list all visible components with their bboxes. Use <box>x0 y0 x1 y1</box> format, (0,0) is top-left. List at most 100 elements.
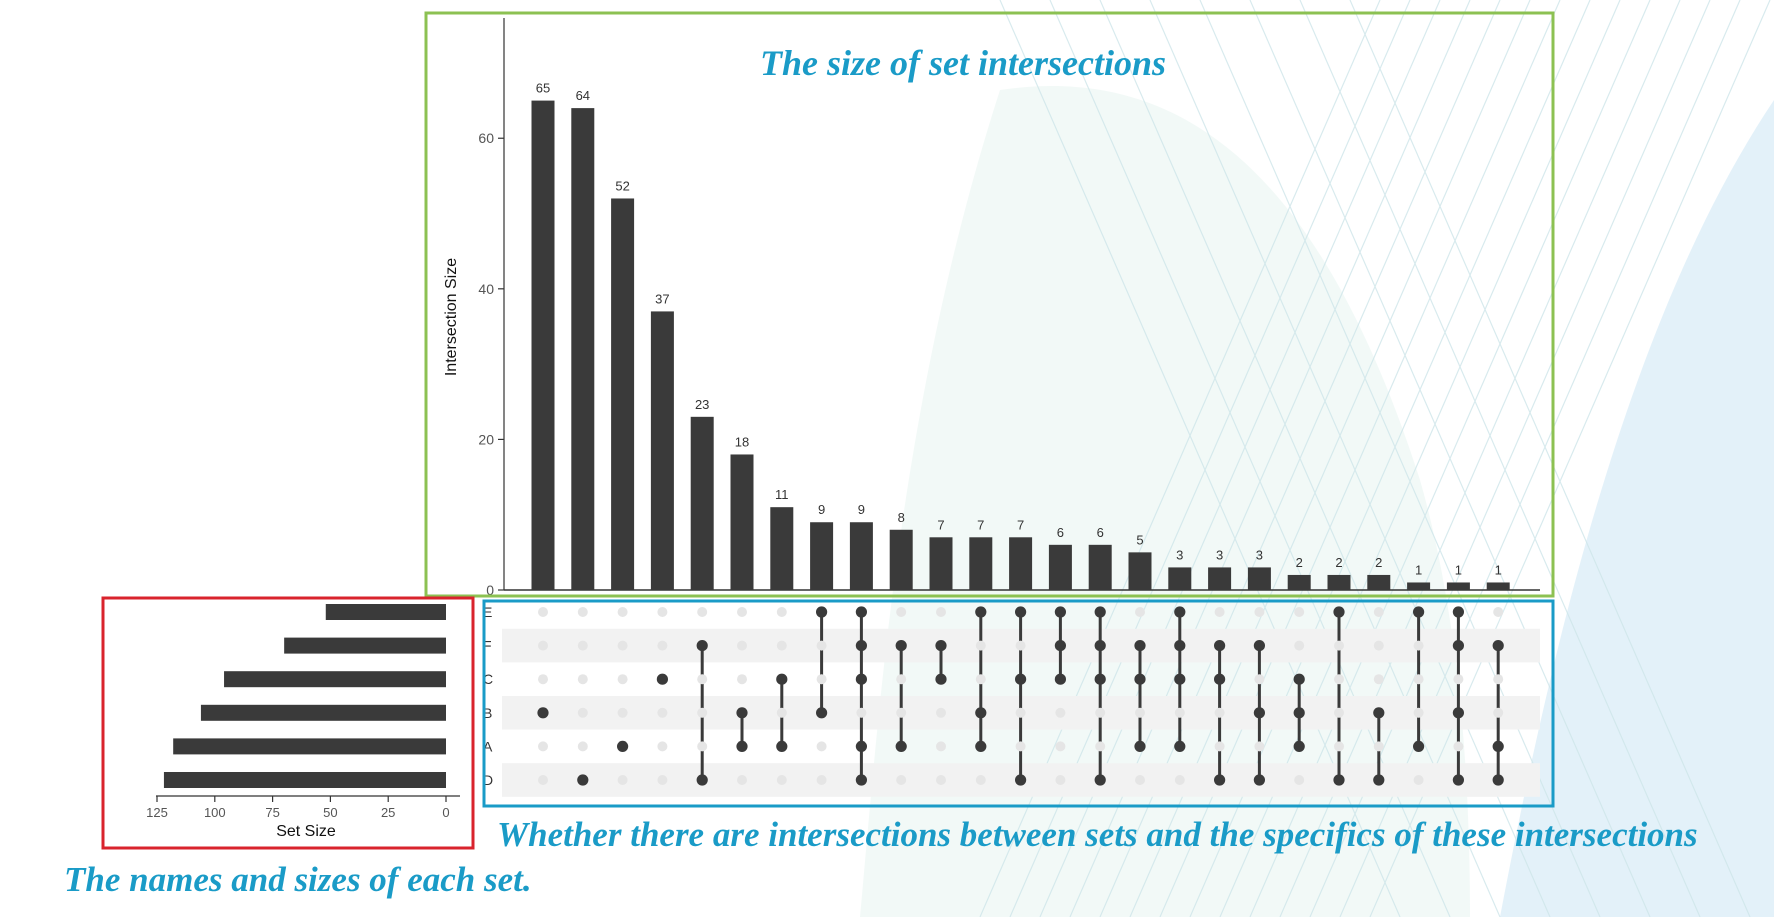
set-name-label: E <box>483 604 492 620</box>
annotation-intersection-size: The size of set intersections <box>760 43 1166 83</box>
set-size-tick-label: 0 <box>442 805 449 820</box>
intersection-bars <box>531 100 1510 591</box>
intersection-bar <box>1128 552 1152 590</box>
intersection-bar <box>1446 582 1470 590</box>
matrix-dot-active <box>855 673 868 685</box>
matrix-dot-inactive <box>896 707 907 718</box>
matrix-dot-active <box>855 740 868 753</box>
matrix-dot-active <box>1054 640 1066 652</box>
intersection-bar-value: 3 <box>1216 547 1223 562</box>
matrix-dot-active <box>935 673 947 685</box>
matrix-dot-active <box>1214 673 1226 685</box>
matrix-dot-active <box>1134 640 1146 652</box>
matrix-dot-inactive <box>1334 674 1344 685</box>
matrix-dot-active <box>855 774 868 786</box>
matrix-dot-inactive <box>538 640 548 651</box>
matrix-dot-active <box>1293 707 1305 719</box>
matrix-dot-inactive <box>1373 640 1384 651</box>
matrix-dot-inactive <box>1214 607 1225 617</box>
matrix-dot-inactive <box>1294 607 1305 617</box>
matrix-dot-inactive <box>816 674 827 685</box>
intersection-bar-value: 7 <box>1017 517 1024 532</box>
intersection-bar <box>1247 567 1271 590</box>
matrix-dot-active <box>1094 640 1106 652</box>
matrix-dot-active <box>816 707 828 719</box>
intersection-bar <box>611 198 635 590</box>
matrix-dot-inactive <box>737 674 747 685</box>
intersection-matrix <box>537 606 1504 786</box>
intersection-bar-value: 23 <box>695 397 709 412</box>
matrix-dot-active <box>1413 740 1425 753</box>
matrix-dot-active <box>1452 707 1464 719</box>
matrix-dot-inactive <box>577 674 588 685</box>
intersection-bar <box>1486 582 1510 590</box>
matrix-dot-inactive <box>1294 775 1305 785</box>
intersection-size-highlight-box <box>424 11 1555 598</box>
set-size-tick-label: 100 <box>204 805 226 820</box>
y-tick-label: 60 <box>478 130 494 146</box>
matrix-dot-inactive <box>1135 607 1145 617</box>
intersection-bar <box>1287 574 1311 590</box>
y-tick-label: 0 <box>486 582 494 598</box>
matrix-dot-active <box>855 606 868 618</box>
matrix-dot-inactive <box>896 607 907 617</box>
matrix-dot-active <box>1054 606 1066 618</box>
matrix-dot-inactive <box>816 741 827 752</box>
matrix-dot-inactive <box>657 775 668 785</box>
intersection-bar-value: 8 <box>898 510 905 525</box>
matrix-dot-inactive <box>1254 741 1265 752</box>
matrix-dot-inactive <box>1055 741 1066 752</box>
matrix-dot-inactive <box>975 640 986 651</box>
matrix-dot-active <box>855 640 868 652</box>
matrix-dot-inactive <box>1214 707 1225 718</box>
matrix-dot-active <box>1094 774 1106 786</box>
matrix-dot-inactive <box>816 775 827 785</box>
matrix-dot-active <box>1492 774 1504 786</box>
set-name-label: A <box>483 738 493 754</box>
set-size-bar <box>325 604 446 620</box>
intersection-bar <box>1088 544 1112 590</box>
intersection-bar <box>1009 537 1033 590</box>
matrix-dot-active <box>696 774 708 786</box>
matrix-dot-inactive <box>538 607 548 617</box>
intersection-bar-value: 9 <box>858 502 865 517</box>
intersection-bar-value: 64 <box>576 88 590 103</box>
intersection-bar-value: 1 <box>1455 562 1462 577</box>
matrix-dot-inactive <box>975 775 986 785</box>
matrix-dot-inactive <box>776 640 787 651</box>
matrix-dot-inactive <box>1413 640 1424 651</box>
matrix-dot-active <box>1054 673 1066 685</box>
set-size-bar <box>163 772 446 788</box>
matrix-dot-active <box>1373 774 1385 786</box>
matrix-dot-inactive <box>1015 640 1026 651</box>
matrix-dot-inactive <box>577 707 588 718</box>
matrix-dot-active <box>1452 606 1464 618</box>
intersection-bar <box>1367 574 1391 590</box>
set-size-tick-label: 50 <box>323 805 337 820</box>
matrix-dot-inactive <box>1334 741 1344 752</box>
intersection-bar-value: 7 <box>977 517 984 532</box>
matrix-dot-inactive <box>936 607 946 617</box>
matrix-dot-inactive <box>1493 707 1504 718</box>
matrix-dot-active <box>577 774 589 786</box>
matrix-dot-active <box>975 740 987 753</box>
matrix-dot-active <box>1333 774 1345 786</box>
matrix-dot-inactive <box>936 741 946 752</box>
matrix-dot-active <box>1373 707 1385 719</box>
matrix-dot-inactive <box>657 741 668 752</box>
matrix-dot-active <box>1492 640 1504 652</box>
intersection-bar-value: 65 <box>536 81 550 96</box>
matrix-dot-inactive <box>1174 775 1185 785</box>
intersection-bar <box>690 416 714 590</box>
matrix-dot-active <box>975 606 987 618</box>
intersection-bar <box>929 537 953 590</box>
matrix-dot-active <box>1333 606 1345 618</box>
set-name-label: C <box>483 671 493 687</box>
set-size-bar <box>173 738 446 755</box>
annotation-set-sizes: The names and sizes of each set. <box>64 860 532 899</box>
matrix-dot-active <box>656 673 669 685</box>
matrix-dot-inactive <box>1095 741 1106 752</box>
matrix-dot-inactive <box>1493 607 1504 617</box>
matrix-dot-inactive <box>737 640 747 651</box>
